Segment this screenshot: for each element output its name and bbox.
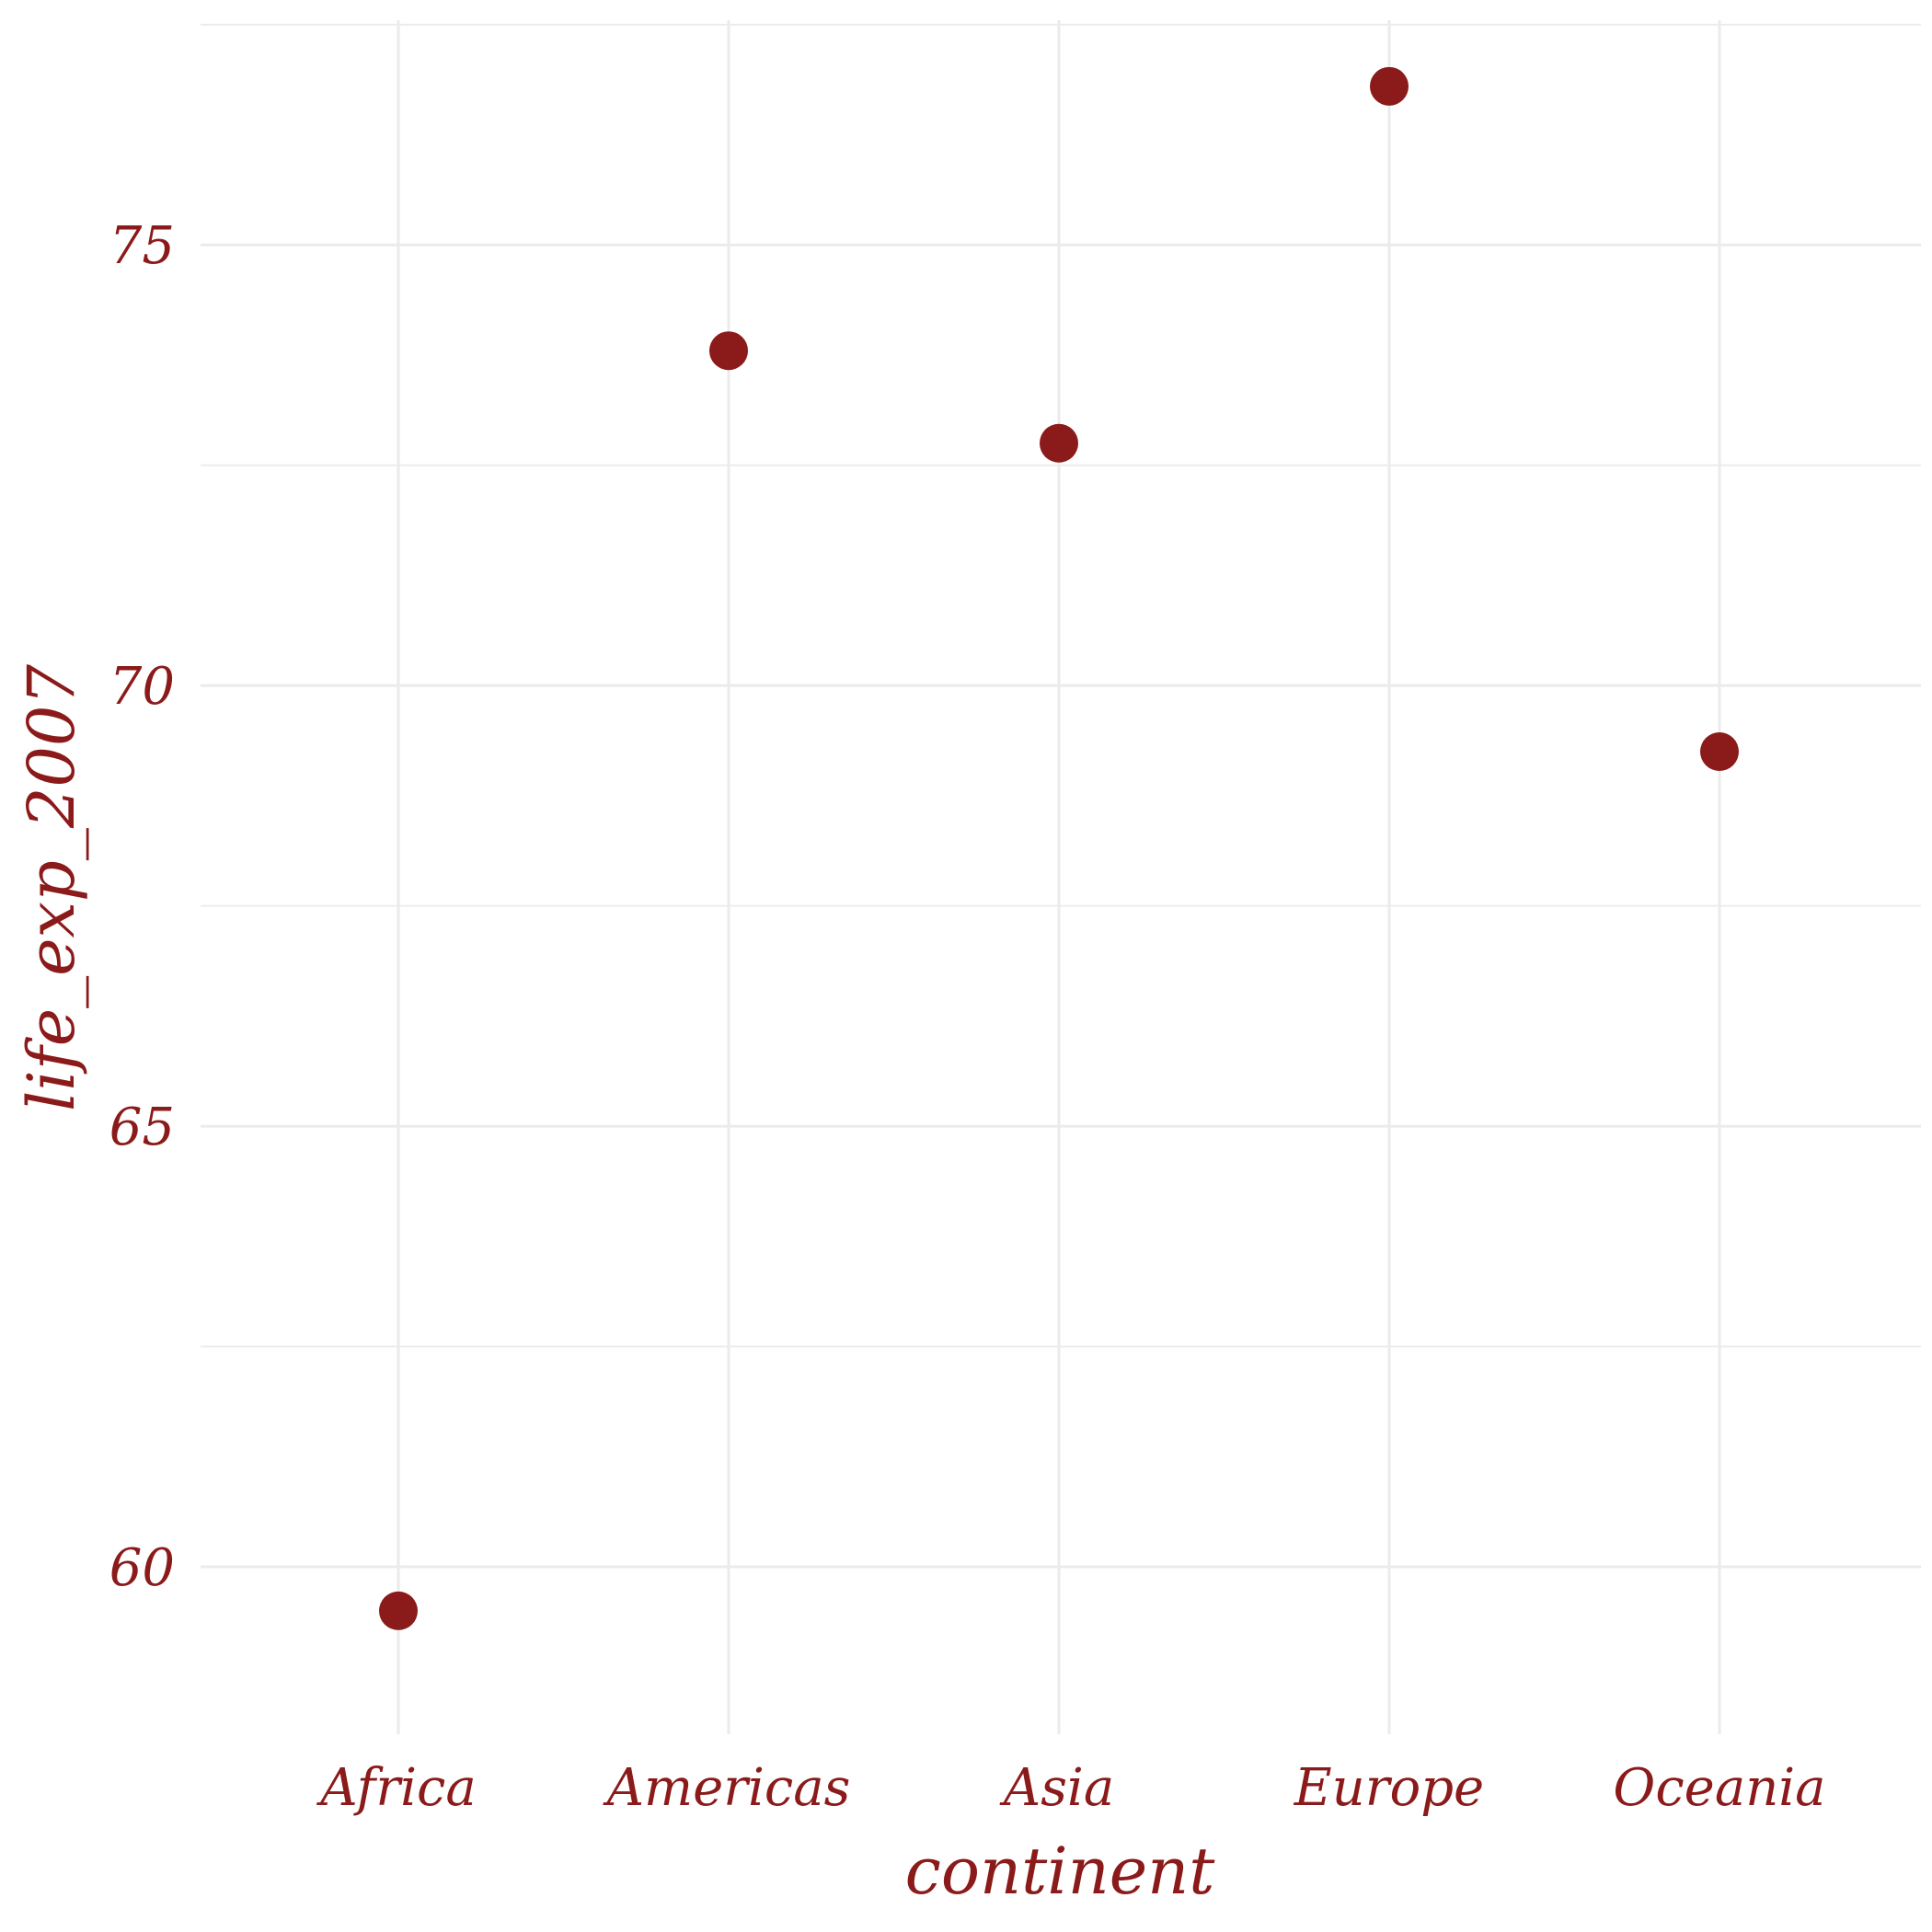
data-point [379,1591,418,1630]
x-tick-label: Americas [603,1758,851,1818]
grid-lines [201,20,1921,1734]
data-point [1370,66,1409,106]
y-axis-ticks: 60 65 70 75 [109,216,175,1598]
x-tick-label: Asia [999,1758,1114,1818]
data-points [379,66,1739,1630]
data-point [1700,732,1739,772]
x-axis-title: continent [905,1834,1216,1909]
y-axis-title: life_exp_2007 [14,664,89,1111]
x-axis-ticks: Africa Americas Asia Europe Oceania [316,1758,1825,1818]
x-tick-label: Oceania [1613,1758,1825,1818]
y-tick-label: 65 [109,1098,175,1157]
x-tick-label: Africa [316,1758,477,1818]
y-tick-label: 75 [109,216,175,276]
data-point [709,331,748,371]
x-tick-label: Europe [1294,1758,1484,1818]
y-tick-label: 70 [109,657,175,717]
y-tick-label: 60 [109,1538,175,1598]
data-point [1040,423,1078,463]
